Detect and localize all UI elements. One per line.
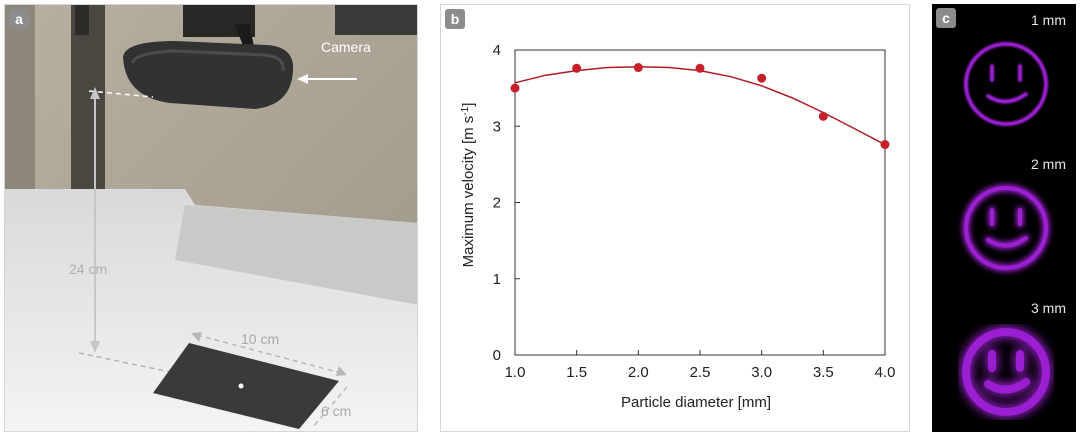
data-point: [757, 73, 767, 83]
velocity-chart: 1.0 1.5 2.0 2.5 3.0 3.5 4.0 0 1 2 3 4 Maximum veloc…: [460, 42, 896, 411]
data-point: [633, 63, 643, 73]
camera-body: [123, 41, 294, 109]
panel-letter-c: c: [936, 8, 956, 28]
plot-frame: [514, 49, 886, 356]
data-point: [695, 63, 705, 73]
x-tick-label: 1.0: [505, 364, 526, 381]
smiley-pattern: [960, 326, 1052, 418]
panel-a-photo: a Camera 24 cm 10 cm 6 cm: [4, 4, 418, 432]
black-plate: [153, 343, 339, 429]
data-point: [510, 83, 520, 93]
y-tick-label: 3: [493, 118, 501, 135]
plate-center-dot: [238, 383, 244, 389]
diameter-label: 2 mm: [1031, 156, 1066, 172]
panel-letter-a: a: [9, 9, 29, 29]
camera-highlight: [131, 49, 285, 72]
pillar-clamp: [75, 5, 89, 35]
x-tick-label: 2.0: [628, 364, 649, 381]
y-axis-label-main: Maximum velocity [m s: [460, 116, 477, 268]
camera-cable: [235, 23, 255, 51]
y-axis-label: Maximum velocity [m s-1]: [460, 103, 478, 268]
x-tick-label: 3.0: [751, 364, 772, 381]
camera-height-guide: [88, 90, 154, 98]
width-dimension-line: [196, 334, 342, 374]
setup-photo: [5, 5, 417, 431]
pattern-tile: 2 mm: [932, 148, 1076, 288]
panel-letter-b: b: [445, 9, 465, 29]
depth-label: 6 cm: [321, 403, 352, 419]
y-tick-label: 4: [493, 42, 501, 59]
background-object: [335, 5, 417, 35]
height-arrow-top: [90, 87, 100, 99]
pattern-tile: 3 mm: [932, 292, 1076, 432]
width-arrow-left: [191, 332, 202, 342]
data-point: [572, 63, 582, 73]
data-point: [818, 111, 828, 121]
smiley-pattern: [962, 184, 1050, 272]
y-tick-label: 2: [493, 195, 501, 212]
panel-c-patterns: 1 mm 2 mm 3 mm c: [932, 4, 1076, 432]
x-tick-label: 2.5: [690, 364, 711, 381]
y-axis-label-sup: -1: [460, 106, 471, 115]
height-arrow-bottom: [90, 341, 100, 353]
diameter-label: 3 mm: [1031, 300, 1066, 316]
x-tick-label: 3.5: [813, 364, 834, 381]
y-tick-label: 1: [493, 271, 501, 288]
pattern-tile: 1 mm: [932, 4, 1076, 144]
camera-label: Camera: [321, 39, 371, 55]
x-axis-label: Particle diameter [mm]: [621, 394, 771, 411]
x-tick-label: 4.0: [875, 364, 896, 381]
data-point: [880, 140, 890, 150]
box-front: [175, 205, 417, 305]
width-arrow-right: [336, 366, 347, 376]
fit-curve: [514, 66, 886, 146]
y-tick-label: 0: [493, 347, 501, 364]
camera-arrowhead: [297, 74, 308, 84]
width-label: 10 cm: [241, 331, 280, 347]
height-label: 24 cm: [69, 261, 108, 277]
panel-b-chart: b 1.0 1.5 2.0 2.5 3.0 3.5 4.0 0 1 2 3 4 Maximum vel…: [440, 4, 910, 432]
x-tick-label: 1.5: [566, 364, 587, 381]
wall-left-edge: [5, 5, 35, 205]
smiley-pattern: [964, 42, 1048, 126]
y-axis-label-end: ]: [460, 103, 477, 107]
diameter-label: 1 mm: [1031, 12, 1066, 28]
